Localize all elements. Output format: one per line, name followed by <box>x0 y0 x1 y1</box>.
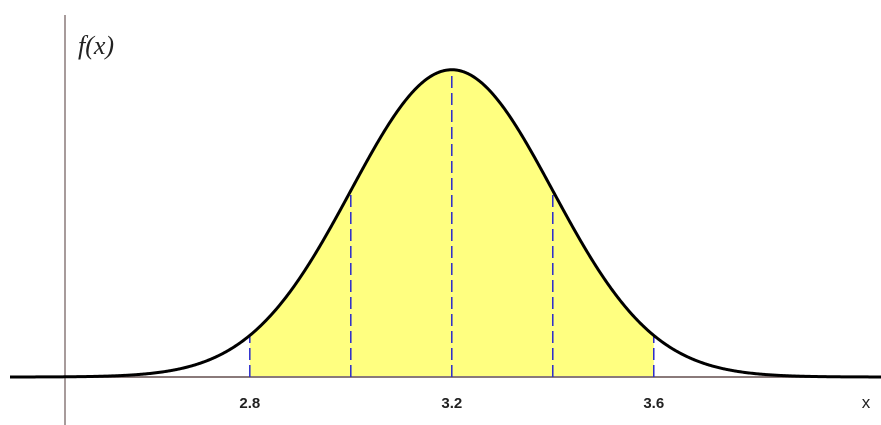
x-tick-label: 2.8 <box>239 395 260 412</box>
x-tick-label: 3.6 <box>643 395 664 412</box>
x-tick-label: 3.2 <box>441 395 462 412</box>
x-axis-label: x <box>862 393 871 412</box>
y-axis-label: f(x) <box>78 31 114 60</box>
density-curve <box>9 68 881 379</box>
